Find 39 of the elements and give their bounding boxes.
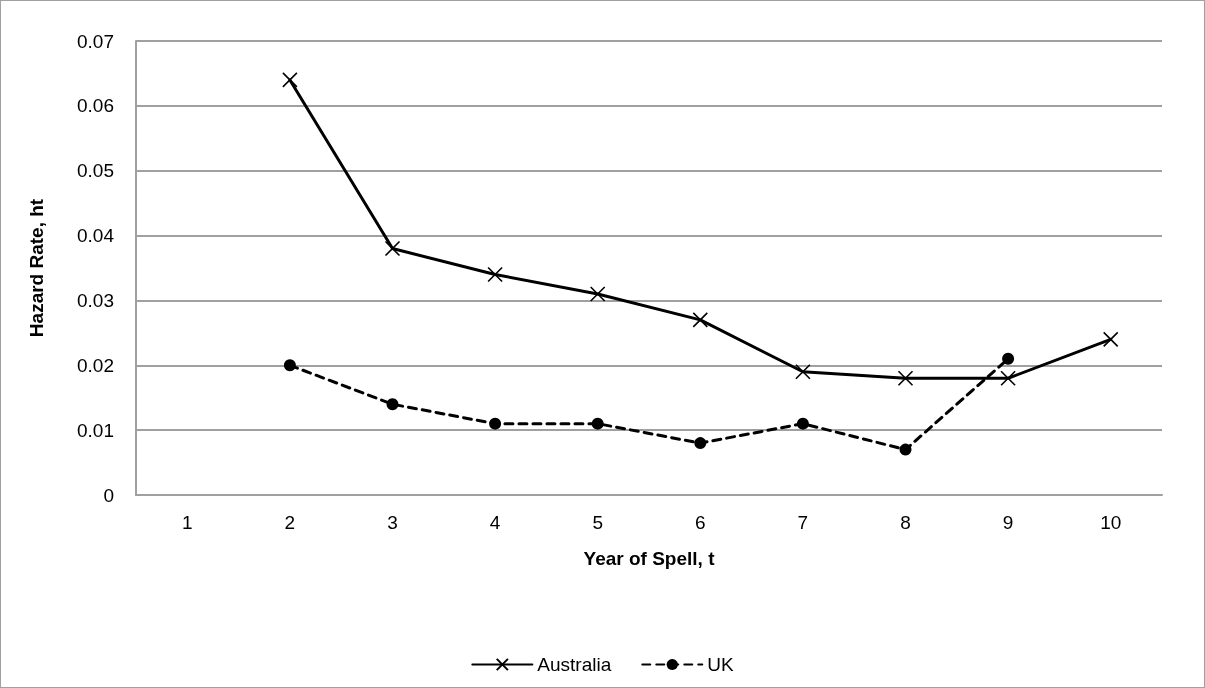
point [283,359,296,372]
legend-label: Australia [537,654,612,675]
y-tick-label: 0.04 [77,225,115,247]
x-tick-label: 7 [797,512,809,533]
y-tick-label: 0.02 [77,354,114,376]
point [282,72,298,88]
y-tick-label: 0.01 [77,419,114,441]
point [795,363,811,380]
point [384,240,401,257]
point [694,437,707,450]
legend-label: UK [707,654,734,675]
y-tick-label: 0 [103,484,114,506]
x-tick-label: 3 [387,512,398,533]
point [591,417,604,430]
y-tick-label: 0.05 [77,160,114,182]
point [589,286,606,302]
point [692,312,709,328]
x-tick-label: 9 [1002,512,1014,533]
point [489,417,502,430]
y-tick-label: 0.06 [77,95,114,117]
x-tick-label: 8 [900,512,911,533]
point [386,398,399,411]
x-tick-label: 5 [592,512,603,533]
y-tick-label: 0.03 [77,289,114,311]
point [1102,331,1119,348]
x-tick-label: 2 [284,512,296,533]
x-tick-label: 6 [695,512,706,533]
x-axis-title: Year of Spell, t [583,548,716,569]
point [1000,370,1016,387]
point [899,443,912,456]
point [897,370,914,387]
y-tick-label: 0.07 [77,30,114,52]
point [487,266,503,283]
y-axis-title: Hazard Rate, ht [26,198,47,338]
x-tick-label: 10 [1100,512,1122,533]
x-tick-label: 1 [182,512,193,533]
point [1002,352,1015,365]
point [796,417,809,430]
x-tick-label: 4 [489,512,501,533]
